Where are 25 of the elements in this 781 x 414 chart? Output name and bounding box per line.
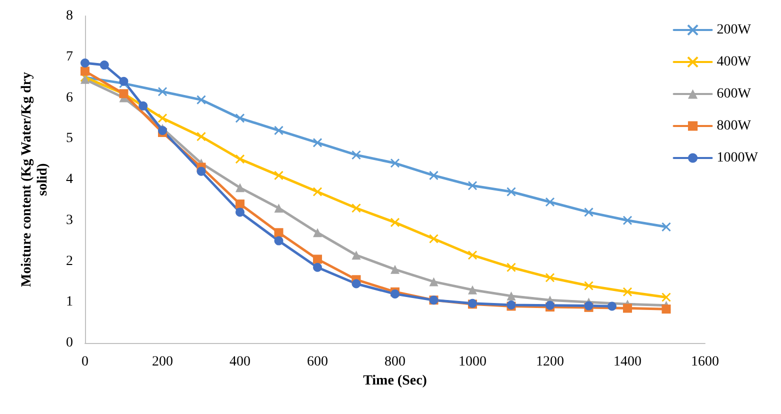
y-tick-label: 7 <box>66 49 73 64</box>
legend-label: 600W <box>716 86 752 102</box>
x-tick-label: 1600 <box>691 354 719 370</box>
x-tick-label: 1400 <box>614 354 642 370</box>
legend-label: 1000W <box>716 150 759 166</box>
y-tick-label: 5 <box>66 131 73 146</box>
y-tick-label: 1 <box>66 294 73 310</box>
x-tick-label: 400 <box>230 354 250 370</box>
y-tick-label: 6 <box>66 90 73 106</box>
x-tick-label: 1200 <box>536 354 564 370</box>
x-tick-label: 0 <box>82 354 88 370</box>
x-tick-label: 600 <box>307 354 328 370</box>
y-tick-label: 3 <box>66 212 73 228</box>
y-tick-label: 0 <box>66 336 73 350</box>
y-axis-title: Moisture content (Kg Water/Kg dry solid) <box>20 72 50 287</box>
x-axis-title: Time (Sec) <box>363 373 428 388</box>
legend-label: 400W <box>716 54 752 70</box>
y-tick-label: 2 <box>66 254 73 269</box>
x-tick-label: 1000 <box>458 354 486 370</box>
x-tick-label: 800 <box>384 354 406 370</box>
x-tick-label: 200 <box>152 354 173 370</box>
legend-label: 200W <box>716 22 752 38</box>
y-tick-label: 8 <box>66 8 73 24</box>
legend-label: 800W <box>716 118 752 134</box>
y-tick-label: 4 <box>66 172 73 187</box>
